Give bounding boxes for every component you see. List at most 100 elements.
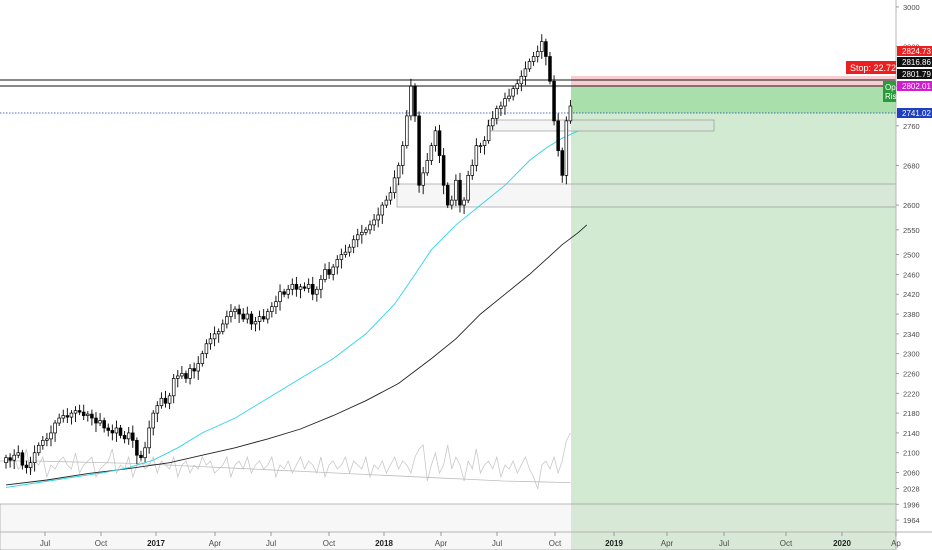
candle-up	[405, 115, 409, 146]
candle-up	[380, 204, 385, 216]
candle-down	[237, 308, 241, 315]
profit-zone[interactable]	[571, 113, 896, 550]
time-tick-label: Jul	[492, 539, 502, 548]
candle-down	[184, 373, 188, 379]
price-tick-label: 2140	[903, 429, 920, 438]
candle-up	[229, 311, 233, 317]
demand-zone-box-2[interactable]	[487, 119, 715, 132]
candle-up	[208, 338, 213, 345]
candle-down	[417, 115, 421, 186]
candle-up	[278, 291, 282, 303]
candle-up	[180, 373, 184, 377]
candle-up	[486, 125, 491, 142]
time-tick-label: Ap	[891, 539, 901, 548]
time-tick-label: Oct	[549, 539, 562, 548]
time-tick-label: 2017	[147, 539, 165, 548]
candle-up	[216, 331, 221, 335]
price-tick-label: 2220	[903, 389, 920, 398]
candle-down	[311, 283, 315, 295]
time-tick-label: 2018	[375, 539, 393, 548]
candle-up	[36, 444, 41, 454]
price-tick-label: 2460	[903, 270, 920, 279]
candle-down	[458, 179, 462, 206]
price-tick-label: 2380	[903, 310, 920, 319]
candle-down	[261, 316, 266, 320]
candle-up	[155, 405, 160, 414]
moving-averages	[5, 130, 588, 488]
candle-up	[343, 251, 348, 255]
candle-down	[20, 452, 25, 466]
candle-up	[421, 172, 425, 186]
candle-up	[176, 375, 180, 379]
candle-up	[41, 440, 45, 446]
demand-zone-box-1[interactable]	[396, 183, 897, 208]
profit-zone-strong[interactable]	[571, 87, 896, 113]
candle-up	[266, 311, 270, 320]
candle-down	[65, 415, 70, 418]
candle-up	[376, 214, 380, 221]
candle-up	[274, 301, 278, 307]
candle-down	[544, 41, 548, 57]
candle-down	[77, 410, 82, 413]
candle-up	[114, 427, 119, 434]
candle-up	[527, 61, 532, 70]
candle-up	[126, 432, 131, 440]
candle-up	[245, 313, 250, 320]
time-tick-label: 2019	[605, 539, 623, 548]
candle-up	[474, 145, 479, 166]
candle-up	[372, 219, 376, 226]
candle-down	[24, 464, 29, 468]
candle-up	[368, 224, 372, 231]
candle-up	[454, 179, 458, 201]
candle-up	[151, 412, 155, 429]
candle-down	[249, 313, 254, 325]
candle-down	[282, 291, 286, 295]
candle-up	[355, 234, 360, 241]
candle-up	[69, 412, 74, 418]
stop-distance-label[interactable]: Stop: 22.72	[846, 61, 896, 74]
candle-down	[8, 457, 12, 461]
candle-up	[425, 160, 430, 174]
level-mid-tag: 2801.79	[897, 69, 932, 79]
candle-up	[4, 457, 8, 464]
price-axis-ticks: 3000292028402760268026002550250024602420…	[896, 3, 920, 525]
time-tick-label: Apr	[435, 539, 448, 548]
candle-down	[122, 435, 127, 440]
candle-up	[221, 323, 225, 332]
candle-down	[548, 56, 552, 82]
candle-down	[90, 413, 94, 419]
candle-up	[57, 417, 61, 424]
lower-range-box[interactable]	[0, 503, 897, 550]
candle-down	[560, 150, 564, 176]
candle-up	[540, 41, 544, 52]
oscillator-baseline	[0, 460, 571, 483]
price-tick-label: 2060	[903, 469, 920, 478]
candle-up	[482, 140, 487, 146]
candle-down	[102, 420, 106, 429]
price-tick-label: 2550	[903, 226, 920, 235]
candle-up	[450, 199, 454, 206]
price-tick-label: 2260	[903, 369, 920, 378]
candle-down	[327, 269, 331, 275]
candle-up	[331, 266, 335, 275]
time-tick-label: Jul	[40, 539, 50, 548]
candle-up	[200, 353, 205, 364]
candle-down	[241, 313, 245, 320]
candle-up	[253, 321, 258, 325]
position-info-label[interactable]: Op Ris	[883, 81, 897, 102]
time-axis-ticks: Jul Oct 2017 Apr Jul Oct 2018 Apr Jul Oct 2019 Apr J…	[40, 532, 901, 548]
candle-down	[106, 427, 110, 431]
price-tick-label: 1964	[903, 516, 920, 525]
current-price-tag: 2741.02	[897, 108, 932, 118]
stop-loss-zone[interactable]	[571, 76, 896, 87]
candle-down	[135, 440, 139, 456]
candle-up	[462, 199, 466, 206]
level-mid-value: 2801.79	[902, 70, 931, 79]
candle-up	[396, 165, 401, 179]
candle-up	[433, 130, 438, 146]
time-tick-label: Jul	[266, 539, 276, 548]
candle-up	[159, 397, 164, 407]
candle-up	[495, 108, 499, 119]
candle-up	[53, 422, 57, 434]
entry-price-value: 2802.01	[902, 82, 931, 91]
